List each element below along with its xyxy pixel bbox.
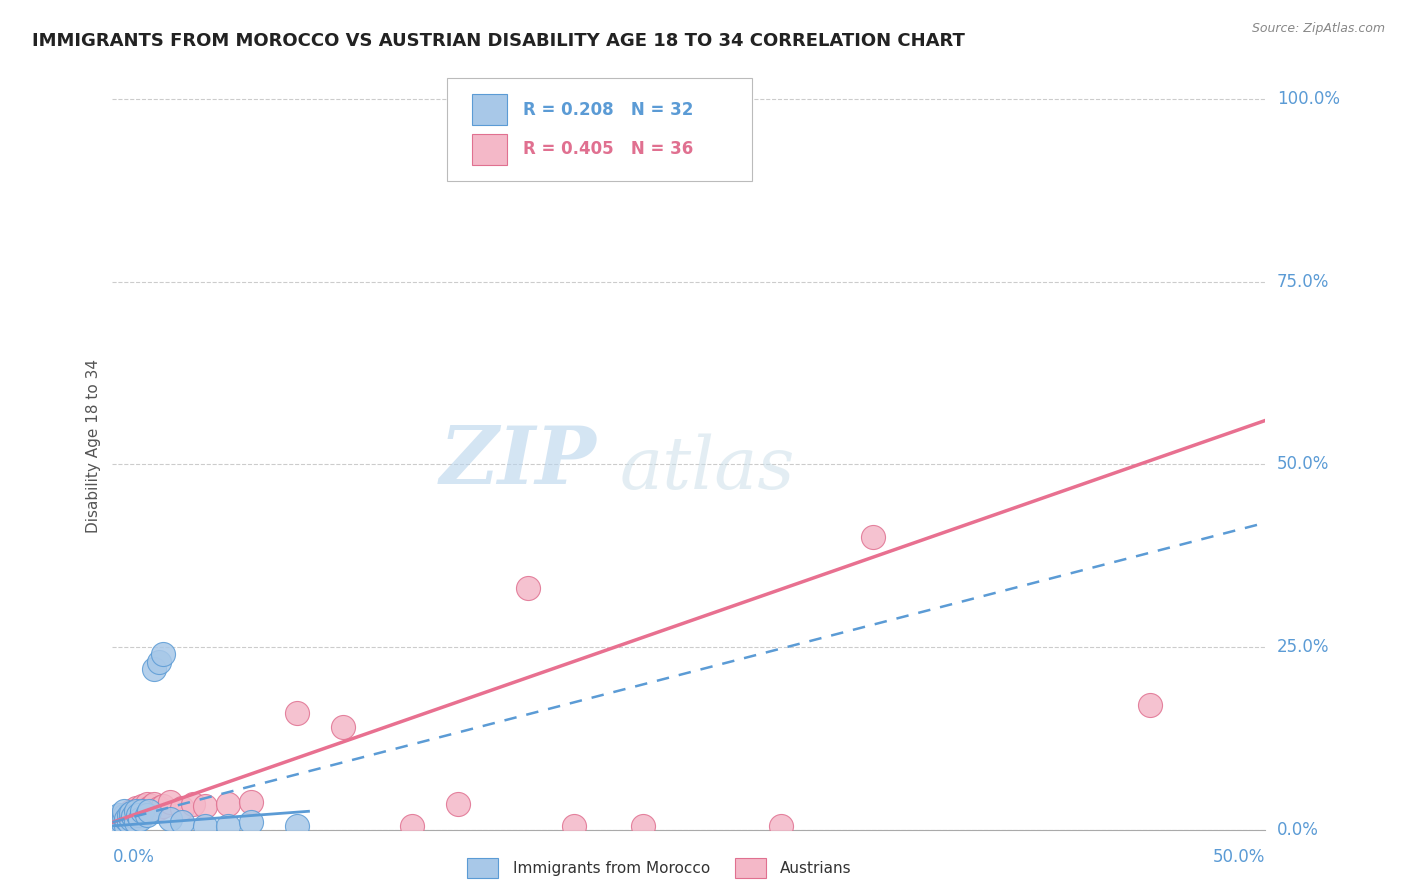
- Point: [148, 800, 170, 814]
- Point: [516, 582, 538, 596]
- Point: [862, 530, 884, 544]
- Text: 50.0%: 50.0%: [1277, 455, 1329, 474]
- Text: 0.0%: 0.0%: [1277, 821, 1319, 838]
- Point: [115, 819, 138, 833]
- Point: [111, 814, 134, 828]
- Point: [129, 812, 152, 826]
- Text: IMMIGRANTS FROM MOROCCO VS AUSTRIAN DISABILITY AGE 18 TO 34 CORRELATION CHART: IMMIGRANTS FROM MOROCCO VS AUSTRIAN DISA…: [32, 32, 965, 50]
- Text: ZIP: ZIP: [440, 423, 596, 500]
- Point: [239, 815, 262, 830]
- Point: [124, 800, 146, 814]
- Point: [122, 808, 145, 822]
- Point: [148, 655, 170, 669]
- Point: [1139, 698, 1161, 713]
- Text: 50.0%: 50.0%: [1213, 847, 1265, 866]
- Text: 75.0%: 75.0%: [1277, 273, 1329, 291]
- Point: [120, 806, 142, 821]
- Point: [112, 808, 135, 822]
- Point: [143, 797, 166, 811]
- Point: [115, 815, 138, 830]
- Point: [159, 795, 181, 809]
- Point: [401, 819, 423, 833]
- Point: [117, 812, 139, 826]
- Point: [124, 815, 146, 830]
- Point: [159, 812, 181, 826]
- Text: Austrians: Austrians: [780, 861, 852, 876]
- Point: [112, 805, 135, 819]
- Text: 0.0%: 0.0%: [112, 847, 155, 866]
- Point: [131, 805, 153, 819]
- Text: atlas: atlas: [620, 434, 796, 504]
- Point: [108, 816, 131, 830]
- Point: [115, 812, 138, 826]
- Point: [120, 805, 142, 819]
- Point: [105, 812, 128, 826]
- Point: [285, 706, 308, 720]
- Bar: [467, 858, 498, 878]
- Point: [122, 809, 145, 823]
- Point: [112, 809, 135, 823]
- Point: [136, 808, 159, 822]
- Point: [143, 662, 166, 676]
- Point: [170, 815, 193, 830]
- Point: [120, 812, 142, 826]
- Text: Source: ZipAtlas.com: Source: ZipAtlas.com: [1251, 22, 1385, 36]
- Point: [129, 800, 152, 814]
- Point: [117, 808, 139, 822]
- Point: [194, 799, 217, 814]
- Point: [217, 797, 239, 811]
- Point: [124, 805, 146, 819]
- Point: [239, 795, 262, 809]
- Point: [152, 799, 174, 814]
- Point: [108, 812, 131, 826]
- Point: [170, 800, 193, 814]
- Text: R = 0.405   N = 36: R = 0.405 N = 36: [523, 140, 693, 159]
- Point: [285, 819, 308, 833]
- Text: 100.0%: 100.0%: [1277, 90, 1340, 108]
- Point: [332, 720, 354, 734]
- Point: [138, 805, 160, 819]
- Point: [631, 819, 654, 833]
- Point: [104, 815, 127, 830]
- Bar: [735, 858, 766, 878]
- Point: [770, 819, 793, 833]
- Point: [111, 816, 134, 830]
- Point: [105, 819, 128, 833]
- FancyBboxPatch shape: [472, 134, 506, 165]
- Point: [217, 819, 239, 833]
- Point: [104, 815, 127, 830]
- Point: [117, 815, 139, 830]
- Point: [194, 819, 217, 833]
- Text: R = 0.208   N = 32: R = 0.208 N = 32: [523, 101, 693, 119]
- Point: [134, 802, 156, 816]
- Point: [127, 805, 149, 819]
- Point: [181, 797, 204, 811]
- Point: [131, 799, 153, 814]
- Point: [136, 797, 159, 811]
- Point: [138, 800, 160, 814]
- Point: [141, 799, 163, 814]
- Y-axis label: Disability Age 18 to 34: Disability Age 18 to 34: [86, 359, 101, 533]
- Point: [447, 797, 470, 811]
- Point: [111, 819, 134, 833]
- Point: [152, 647, 174, 661]
- Text: Immigrants from Morocco: Immigrants from Morocco: [513, 861, 710, 876]
- Point: [105, 819, 128, 833]
- Text: 25.0%: 25.0%: [1277, 638, 1330, 656]
- Point: [108, 808, 131, 822]
- Point: [127, 808, 149, 822]
- FancyBboxPatch shape: [447, 78, 752, 181]
- Point: [562, 819, 585, 833]
- FancyBboxPatch shape: [472, 95, 506, 125]
